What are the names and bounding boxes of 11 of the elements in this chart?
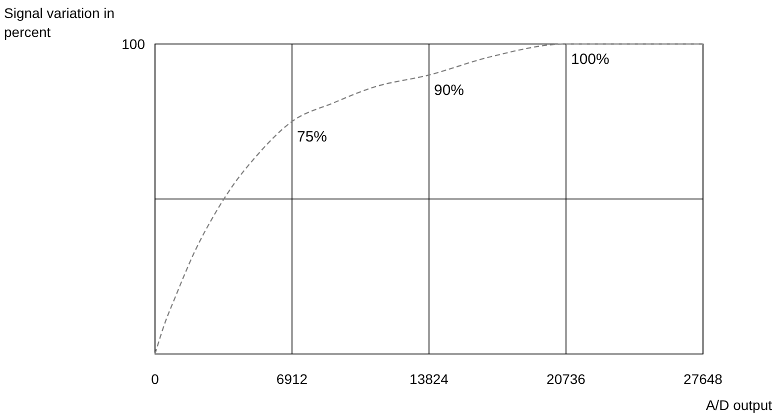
- x-tick-label: 20736: [546, 371, 586, 387]
- x-tick-label: 0: [151, 371, 160, 387]
- x-tick-label: 6912: [276, 371, 308, 387]
- annotation: 90%: [434, 82, 464, 99]
- y-axis-title: Signal variation in percent: [4, 5, 115, 40]
- annotation: 75%: [297, 128, 328, 146]
- annotation: 100%: [571, 51, 610, 68]
- text: 100: [122, 36, 146, 52]
- x-tick-label: 27648: [684, 371, 723, 387]
- x-axis-title: A/D output: [706, 397, 772, 413]
- x-tick-label: 13824: [410, 371, 449, 387]
